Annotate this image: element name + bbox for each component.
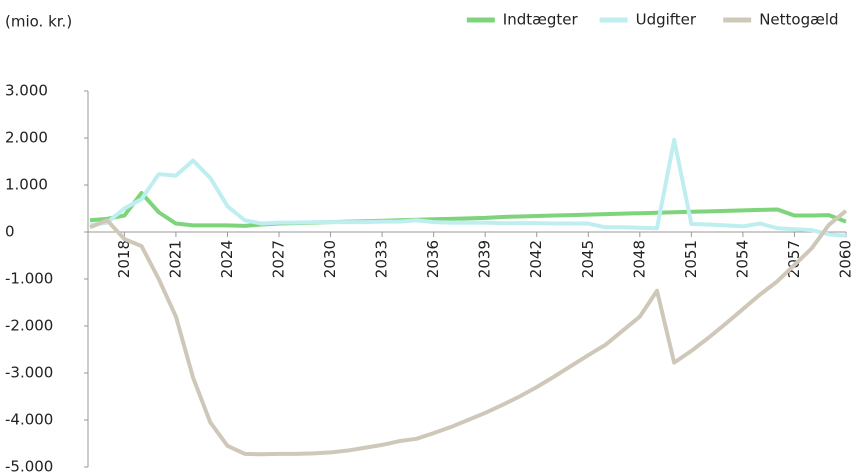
y-tick-label: -3.000 <box>5 364 53 382</box>
series-line <box>89 137 847 238</box>
y-tick-label: 2.000 <box>5 129 48 147</box>
x-tick-label: 2060 <box>837 240 855 278</box>
x-tick-label: 2021 <box>166 240 184 278</box>
x-tick-label: 2024 <box>218 240 236 278</box>
legend-label: Udgifter <box>636 11 697 29</box>
x-tick-label: 2030 <box>321 240 339 278</box>
x-tick-label: 2018 <box>115 240 133 278</box>
x-tick-label: 2036 <box>424 240 442 278</box>
chart-subtitle: (mio. kr.) <box>5 13 72 31</box>
y-tick-label: 3.000 <box>5 82 48 100</box>
x-tick-label: 2039 <box>476 240 494 278</box>
series-line <box>89 209 848 457</box>
x-tick-label: 2048 <box>630 240 648 278</box>
x-tick-label: 2051 <box>682 240 700 278</box>
x-tick-label: 2054 <box>733 240 751 278</box>
legend-label: Indtægter <box>503 11 579 29</box>
x-tick-label: 2045 <box>579 240 597 278</box>
legend-label: Nettogæld <box>759 11 838 29</box>
x-tick-label: 2027 <box>270 240 288 278</box>
y-tick-label: -4.000 <box>5 411 53 429</box>
x-tick-label: 2042 <box>527 240 545 278</box>
y-tick-label: -5.000 <box>5 458 53 475</box>
x-tick-label: 2033 <box>373 240 391 278</box>
y-tick-label: -1.000 <box>5 270 53 288</box>
y-tick-label: 1.000 <box>5 176 48 194</box>
series-line <box>89 190 847 228</box>
y-tick-label: 0 <box>5 223 15 241</box>
y-tick-label: -2.000 <box>5 317 53 335</box>
